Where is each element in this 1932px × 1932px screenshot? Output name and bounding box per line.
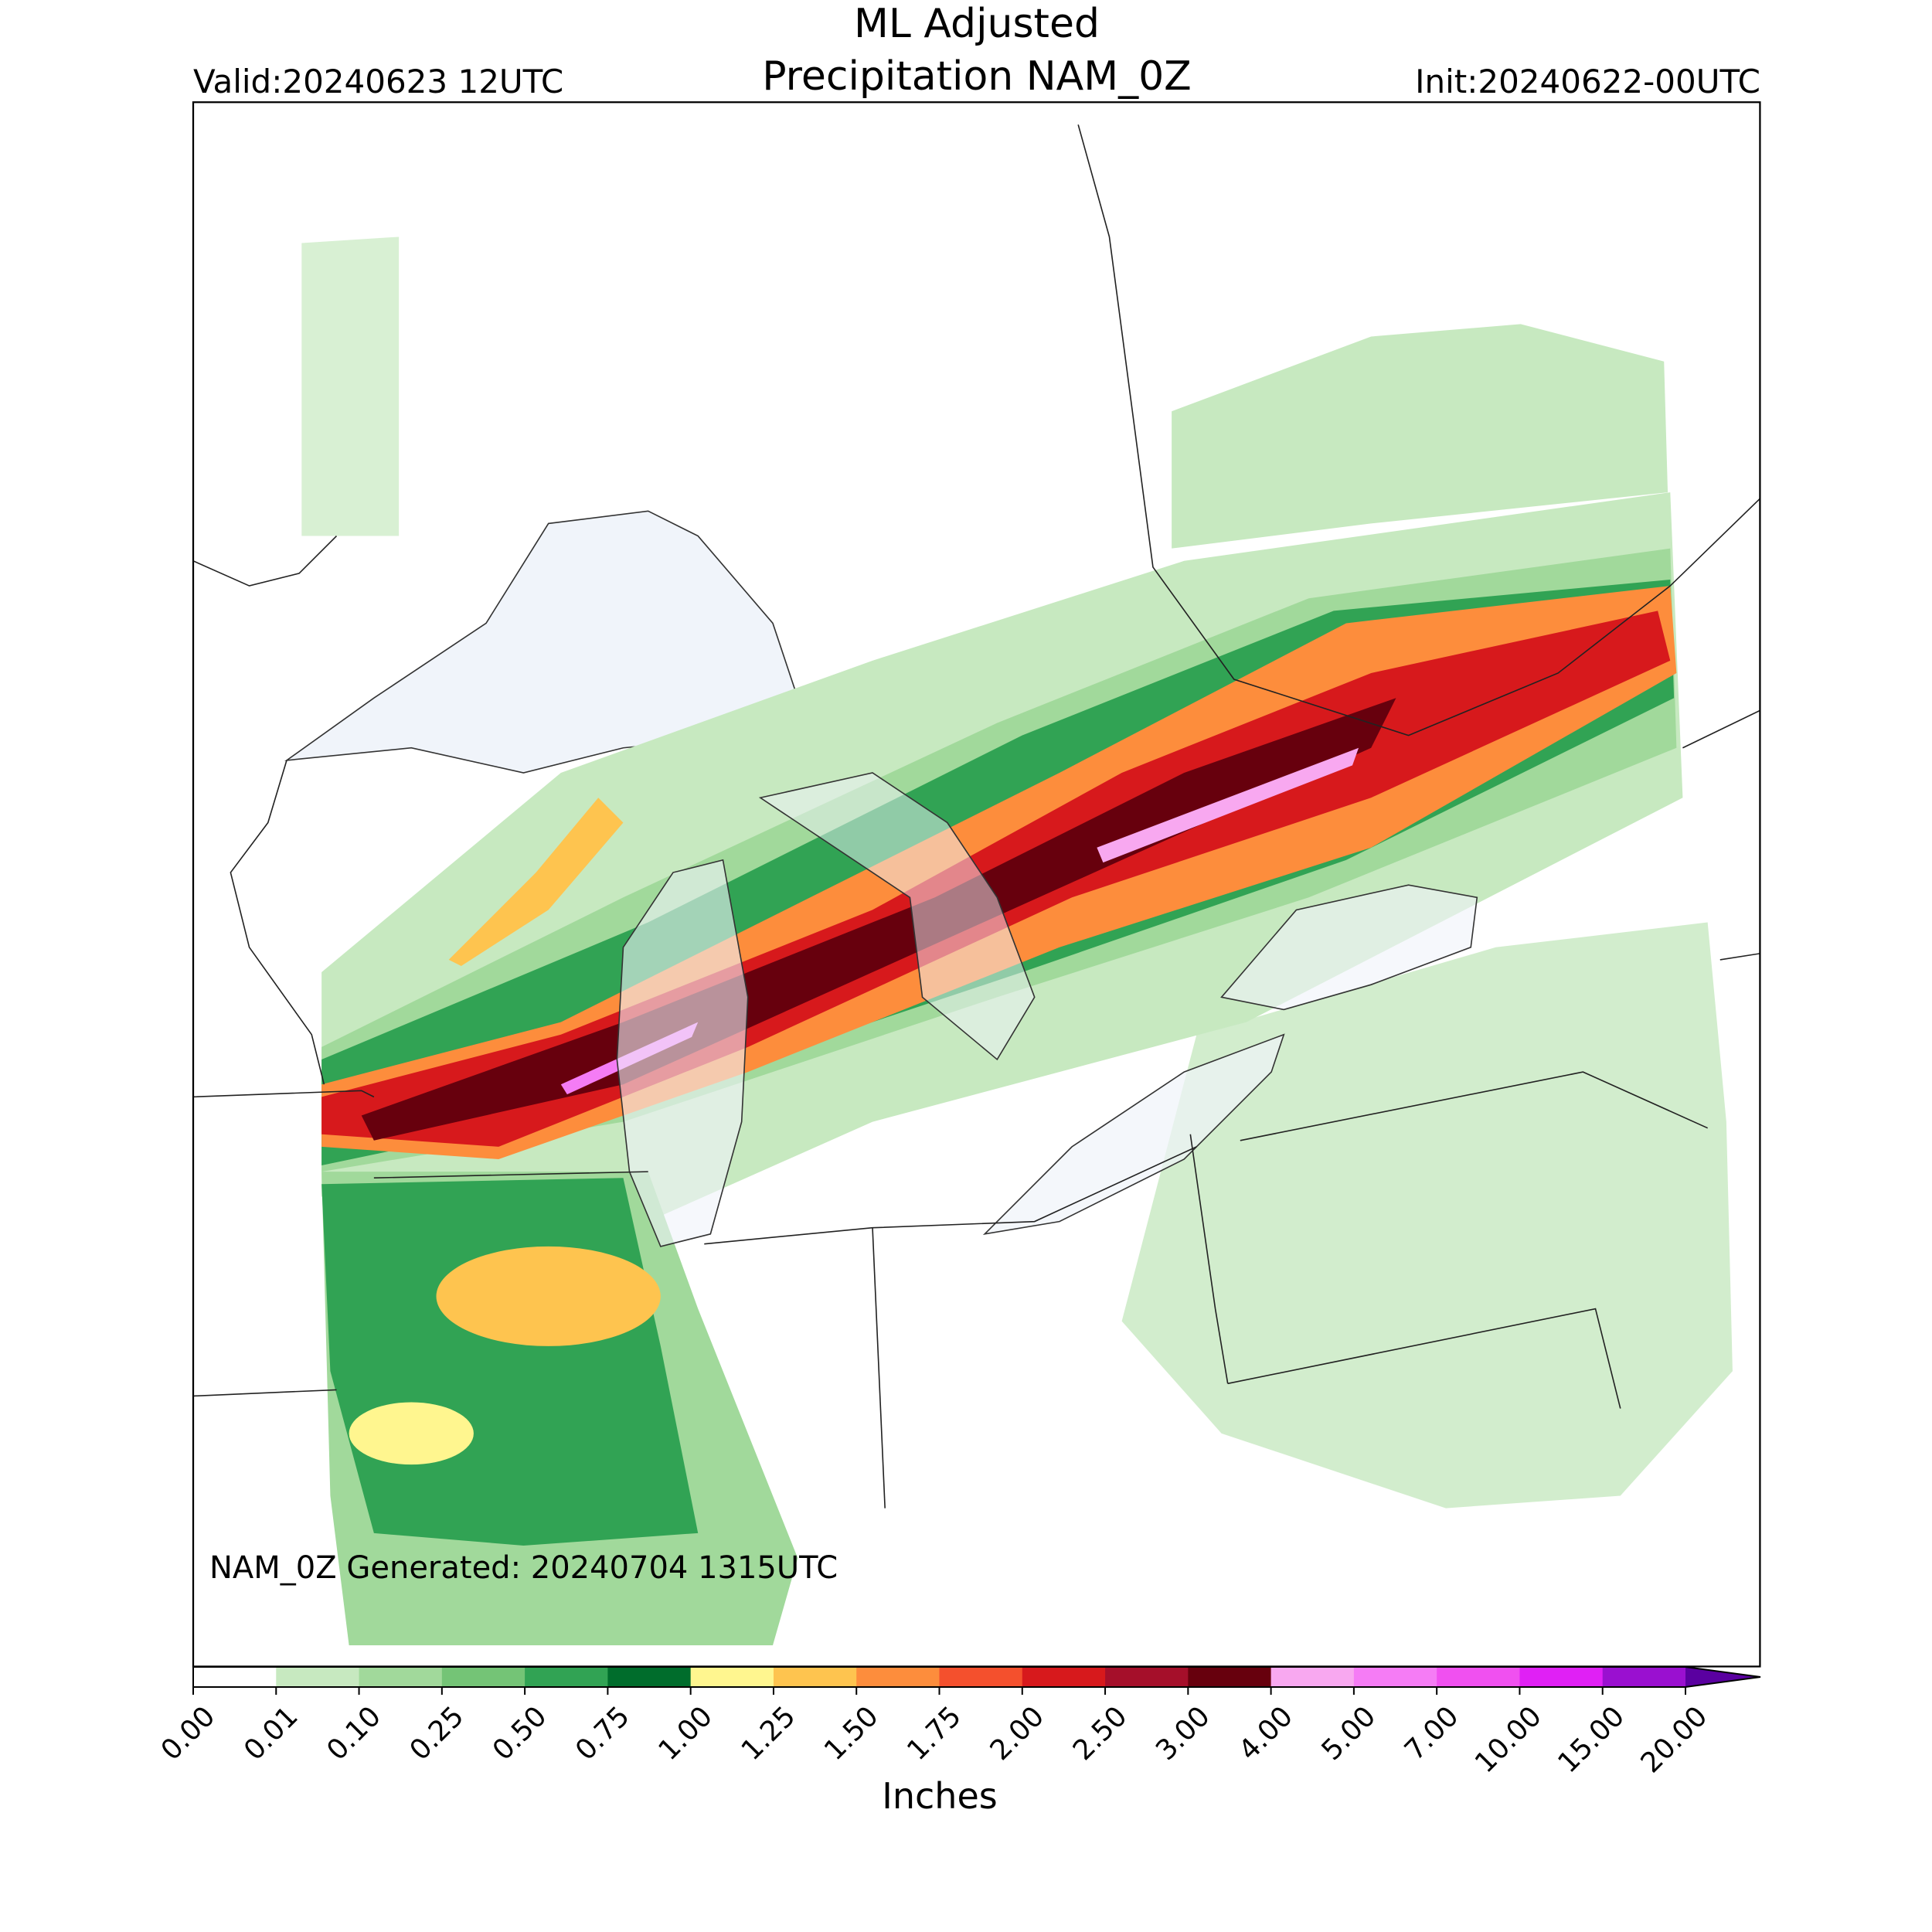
border (1682, 709, 1760, 749)
border (192, 1090, 375, 1098)
colorbar-segment (1437, 1667, 1520, 1687)
colorbar-tick-label: 15.00 (1552, 1700, 1631, 1779)
title-line: ML Adjusted (854, 1, 1100, 47)
colorbar-tick-label: 4.00 (1233, 1700, 1299, 1767)
colorbar-segment (1353, 1667, 1437, 1687)
colorbar-segment (276, 1667, 360, 1687)
colorbar-tick-label: 0.01 (238, 1700, 304, 1767)
colorbar-tick-label: 2.50 (1067, 1700, 1134, 1767)
precip-area (436, 1246, 661, 1346)
colorbar-tick-label: 20.00 (1635, 1700, 1714, 1779)
colorbar-tick-label: 0.50 (487, 1700, 553, 1767)
colorbar-outline (192, 1666, 1761, 1688)
precip-area (1097, 747, 1359, 863)
precip-area (301, 236, 400, 536)
map-content (192, 124, 1760, 1646)
colorbar-segment (359, 1667, 443, 1687)
precip-area (1121, 922, 1733, 1509)
border (192, 1389, 337, 1397)
border (1077, 124, 1760, 736)
colorbar-segment (690, 1667, 774, 1687)
border (704, 1146, 1197, 1245)
colorbar-tick-label: 7.00 (1399, 1700, 1465, 1767)
colorbar-extend (1685, 1667, 1760, 1687)
colorbar-tick-label: 1.75 (901, 1700, 968, 1767)
valid-time: Valid:20240623 12UTC (193, 63, 563, 100)
border (373, 1171, 648, 1179)
colorbar-segment (1188, 1667, 1272, 1687)
border (1227, 1308, 1621, 1409)
lake (1220, 884, 1478, 1011)
init-time: Init:20240622-00UTC (1415, 63, 1760, 100)
colorbar-segment (856, 1667, 940, 1687)
colorbar-segment (525, 1667, 608, 1687)
colorbar-tick-label: 0.10 (321, 1700, 387, 1767)
lake (758, 772, 1036, 1061)
colorbar-tick-label: 1.25 (736, 1700, 802, 1767)
generated-note: NAM_0Z Generated: 20240704 1315UTC (209, 1550, 838, 1586)
colorbar: 0.00 0.01 0.10 0.25 0.50 0.75 1.00 1.25 1.50 1.75… (155, 1666, 1761, 1779)
colorbar-tick-label: 0.75 (570, 1700, 636, 1767)
colorbar-tick-label: 3.00 (1150, 1700, 1216, 1767)
colorbar-segment (939, 1667, 1023, 1687)
colorbar-tick-label: 2.00 (985, 1700, 1051, 1767)
colorbar-tick-label: 1.00 (652, 1700, 719, 1767)
border (1189, 1134, 1229, 1384)
precip-area (349, 1402, 474, 1465)
colorbar-segment (607, 1667, 692, 1687)
colorbar-segment (193, 1667, 277, 1687)
colorbar-tick-label: 5.00 (1316, 1700, 1383, 1767)
border (192, 535, 338, 587)
colorbar-segment (1270, 1667, 1355, 1687)
border (1240, 1071, 1709, 1141)
colorbar-segment (773, 1667, 857, 1687)
map (192, 101, 1761, 1668)
colorbar-tick-label: 0.25 (404, 1700, 471, 1767)
colorbar-tick-label: 0.00 (155, 1700, 222, 1767)
colorbar-label: Inches (882, 1775, 997, 1817)
colorbar-tick-label: 1.50 (818, 1700, 885, 1767)
colorbar-segment (1519, 1667, 1604, 1687)
lake (284, 510, 799, 774)
precip-area (448, 798, 624, 966)
colorbar-segment (1105, 1667, 1189, 1687)
colorbar-segment (441, 1667, 526, 1687)
border (872, 1227, 886, 1509)
colorbar-segment (1022, 1667, 1106, 1687)
precip-area (1172, 324, 1668, 549)
colorbar-tick-label: 10.00 (1469, 1700, 1548, 1779)
lake (982, 1033, 1285, 1235)
title-line: Precipitation NAM_0Z (762, 53, 1192, 100)
border (230, 760, 325, 1085)
colorbar-segment (1602, 1667, 1686, 1687)
border (1719, 953, 1760, 961)
lake (616, 859, 749, 1247)
